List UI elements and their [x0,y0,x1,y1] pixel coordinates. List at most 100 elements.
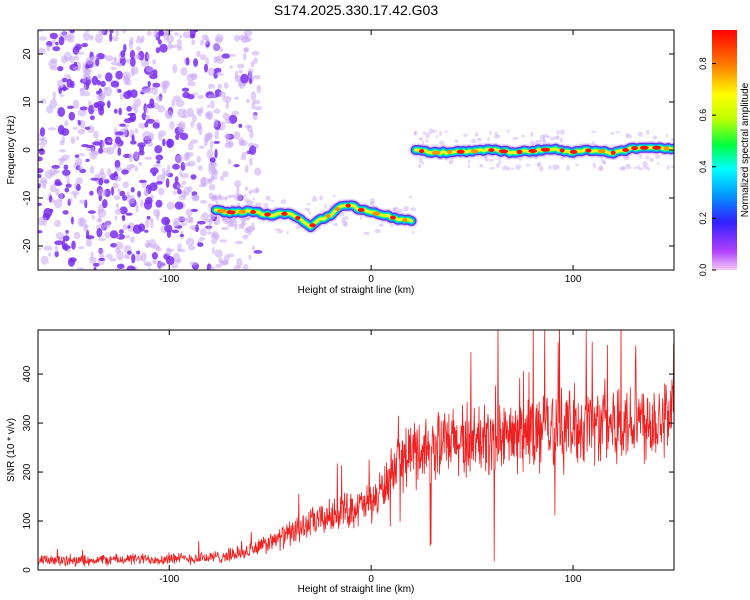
ridge-haze [381,222,384,227]
noise-blob [107,100,111,109]
noise-blob [162,80,170,87]
snr-y-tick-label: 300 [22,414,33,431]
noise-blob [145,219,150,229]
noise-blob [201,212,209,221]
ridge-haze [666,165,670,170]
noise-blob [205,111,212,120]
ridge-haze [493,135,499,139]
noise-blob [127,225,131,229]
noise-blob [43,245,53,251]
ridge-haze [224,198,227,201]
noise-blob [199,236,205,241]
noise-blob [152,172,157,177]
noise-blob [156,181,163,185]
ridge-haze [556,135,560,140]
noise-blob [140,200,144,208]
noise-blob [158,30,164,36]
spectrogram-y-tick-label: 20 [22,48,33,60]
ridge-haze [306,203,311,206]
noise-blob [221,226,229,231]
noise-blob [125,234,130,239]
noise-blob [244,186,249,191]
noise-blob [189,33,196,39]
noise-blob [165,173,170,177]
noise-blob [161,168,166,172]
noise-blob [234,96,240,100]
noise-blob [78,246,85,250]
noise-blob [238,34,245,41]
noise-blob [57,66,64,72]
noise-blob [211,237,218,245]
noise-blob [254,167,262,176]
noise-blob [96,100,105,108]
noise-blob [189,261,198,266]
noise-blob [122,30,126,34]
ridge-haze [638,167,643,171]
noise-blob [50,199,56,204]
ridge-hotspot [309,223,317,228]
noise-blob [179,34,183,39]
noise-blob [233,164,240,168]
noise-blob [166,138,175,148]
noise-blob [196,220,206,225]
noise-blob [38,183,41,189]
noise-blob [116,250,124,261]
noise-blob [38,47,46,55]
ridge-haze [435,134,438,139]
noise-blob [129,36,134,45]
noise-blob [38,202,43,206]
noise-blob [149,182,158,191]
noise-blob [153,30,159,38]
ridge-hotspot [226,210,236,215]
noise-blob [197,94,204,100]
noise-blob [175,134,180,140]
ridge-haze [615,131,621,134]
spectrogram-x-tick-label: -100 [159,274,179,285]
noise-blob [54,251,59,258]
noise-blob [229,65,233,69]
noise-blob [82,62,86,73]
noise-blob [115,203,120,208]
noise-blob [238,123,243,128]
noise-blob [104,188,111,198]
noise-blob [234,180,242,188]
ridge-haze [392,207,396,212]
ridge-hotspot [419,149,425,154]
noise-blob [210,195,217,202]
noise-blob [213,56,217,64]
noise-blob [134,150,139,160]
noise-blob [179,170,183,178]
noise-blob [38,168,44,174]
noise-blob [211,176,218,180]
noise-blob [117,188,121,193]
ridge-haze [390,224,394,228]
ridge-haze [646,129,650,135]
noise-blob [117,147,122,156]
snr-x-tick-label: -100 [159,574,179,585]
noise-blob [167,41,173,50]
noise-blob [59,192,63,203]
ridge-haze [304,207,310,211]
noise-blob [171,229,180,234]
snr-y-tick-label: 0 [22,567,33,573]
snr-x-tick-label: 100 [565,574,582,585]
noise-blob [123,43,127,53]
noise-blob [143,188,149,197]
ridge-haze [542,139,547,144]
noise-blob [255,186,259,193]
ridge-haze [479,163,484,168]
noise-blob [151,252,158,260]
noise-blob [242,52,247,61]
noise-blob [110,243,118,248]
noise-blob [214,148,218,159]
ridge-haze [575,163,579,167]
noise-blob [88,100,92,107]
noise-blob [117,89,122,93]
noise-blob [240,154,247,161]
noise-blob [166,34,174,43]
ridge-hotspot [431,150,441,155]
noise-blob [209,266,216,270]
noise-blob [126,105,132,112]
noise-blob [213,118,219,127]
